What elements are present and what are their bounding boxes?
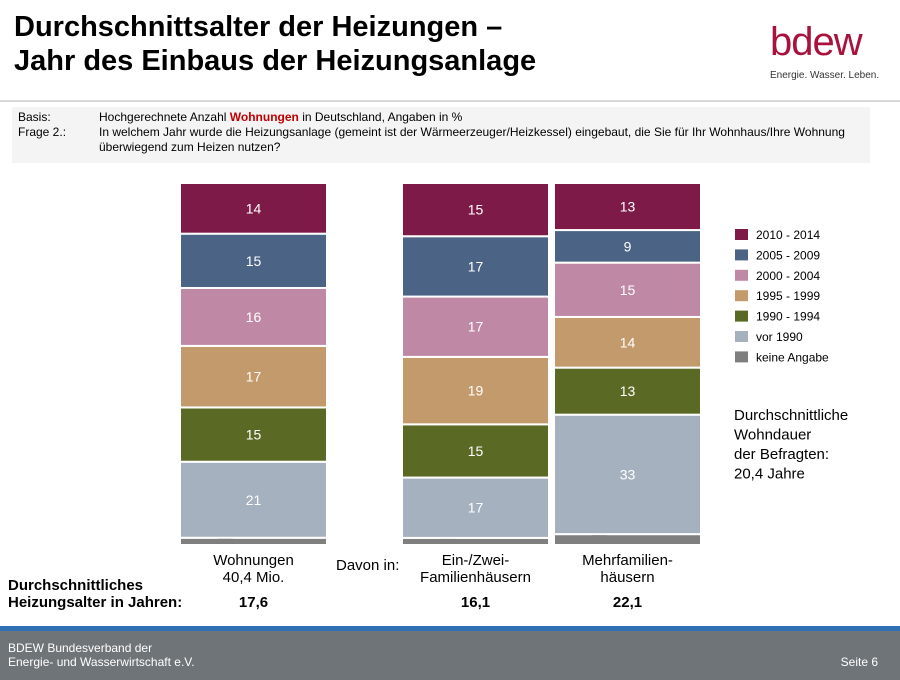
data-label-1995-1999-3: 14 [620,334,636,350]
bar-segment-2010-2014-3 [553,182,702,232]
legend-swatch-2010-2014 [735,229,748,240]
footer-org-line-2: Energie- und Wasserwirtschaft e.V. [8,655,195,669]
wohndauer-note-line-3: der Befragten: [734,446,829,463]
average-age-value-3: 22,1 [613,594,642,611]
category-label-1-line-2: 40,4 Mio. [223,569,285,586]
data-label-2005-2009-2: 17 [468,258,484,274]
category-label-3-line-1: Mehrfamilien- [582,552,673,569]
title-line-1: Durchschnittsalter der Heizungen – [14,11,503,43]
bar-segment-2000-2004-3 [553,261,702,318]
stacked-bar-chart: 22115171615142171519171715333131415913 W… [8,182,848,611]
data-label-2010-2014-3: 13 [620,199,636,215]
data-label-2005-2009-1: 15 [246,253,262,269]
basis-box: Basis: Hochgerechnete Anzahl Wohnungen i… [12,107,870,163]
title-line-2: Jahr des Einbaus der Heizungsanlage [14,45,537,77]
bar-segment-2005-2009-3 [553,229,702,264]
logo-tagline: Energie. Wasser. Leben. [770,70,880,81]
legend-swatch-2000-2004 [735,269,748,281]
page-title: Durchschnittsalter der Heizungen – Jahr … [14,10,714,78]
average-age-value-2: 16,1 [461,594,490,611]
footer-organization: BDEW Bundesverband der Energie- und Wass… [8,641,195,669]
legend-swatch-2005-2009 [735,249,748,261]
bar-segment-2010-2014-2 [401,182,550,238]
data-label-vor-1990-2: 17 [468,500,484,516]
header-divider [0,100,900,102]
average-age-label-line-1: Durchschnittliches [8,577,143,594]
legend-label-keine-angabe: keine Angabe [756,350,829,364]
basis-text: Hochgerechnete Anzahl Wohnungen in Deuts… [99,110,869,125]
bar-segment-2000-2004-1 [179,286,328,347]
data-label-1995-1999-2: 19 [468,383,484,399]
bar-segment-vor-1990-2 [401,476,550,539]
legend-swatch-1990-1994 [735,310,748,322]
data-label-1990-1994-3: 13 [620,383,636,399]
legend-label-1995-1999: 1995 - 1999 [756,289,820,303]
legend-swatch-vor-1990 [735,331,748,342]
data-label-2000-2004-1: 16 [246,309,262,325]
data-label-2000-2004-2: 17 [468,319,484,335]
davon-in-label: Davon in: [336,557,399,574]
bdew-logo: bdew Energie. Wasser. Leben. [760,20,890,85]
legend-swatch-1995-1999 [735,290,748,302]
bar-segment-keine-angabe-2 [401,536,550,547]
data-label-2005-2009-3: 9 [624,238,632,254]
frage-key: Frage 2.: [18,125,67,139]
category-label-2-line-2: Familienhäusern [420,569,531,586]
bar-segment-1990-1994-2 [401,423,550,479]
logo-wordmark: bdew [770,20,863,64]
data-label-2000-2004-3: 15 [620,282,636,298]
legend-label-2000-2004: 2000 - 2004 [756,269,820,283]
legend-label-1990-1994: 1990 - 1994 [756,310,820,324]
wohndauer-note-line-4: 20,4 Jahre [734,466,805,483]
bar-segment-1990-1994-1 [179,406,328,463]
data-label-2010-2014-2: 15 [468,202,484,218]
bar-segment-keine-angabe-3 [553,533,702,547]
basis-text-post: in Deutschland, Angaben in % [298,110,463,124]
footer-accent-line [0,626,900,631]
page-number: Seite 6 [840,655,878,669]
average-age-value-1: 17,6 [239,594,268,611]
bar-segment-2005-2009-1 [179,232,328,289]
frage-text: In welchem Jahr wurde die Heizungsanlage… [99,125,845,154]
data-label-vor-1990-1: 21 [246,492,262,508]
legend-label-vor-1990: vor 1990 [756,330,803,344]
legend-label-2005-2009: 2005 - 2009 [756,248,820,262]
data-label-2010-2014-1: 14 [246,200,262,216]
bar-segment-keine-angabe-1 [179,536,328,547]
bars-group: 22115171615142171519171715333131415913 [179,182,702,547]
data-label-1990-1994-2: 15 [468,443,484,459]
category-label-3-line-2: häusern [600,569,654,586]
basis-highlight: Wohnungen [229,110,299,124]
bar-segment-1995-1999-2 [401,355,550,426]
legend-label-2010-2014: 2010 - 2014 [756,228,820,242]
wohndauer-note-line-2: Wohndauer [734,427,811,444]
wohndauer-note-line-1: Durchschnittliche [734,407,848,424]
footer: BDEW Bundesverband der Energie- und Wass… [0,631,900,680]
basis-text-pre: Hochgerechnete Anzahl [99,110,230,124]
legend-swatch-keine-angabe [735,351,748,363]
data-label-vor-1990-3: 33 [620,466,636,482]
bar-segment-2010-2014-1 [179,182,328,235]
data-label-1995-1999-1: 17 [246,369,262,385]
bar-segment-2005-2009-2 [401,235,550,298]
footer-org-line-1: BDEW Bundesverband der [8,641,153,655]
bar-segment-vor-1990-3 [553,413,702,536]
category-label-1-line-1: Wohnungen [213,552,294,569]
notes-group: Durchschnittliche Wohndauer der Befragten:… [734,407,848,483]
average-age-label-line-2: Heizungsalter in Jahren: [8,594,182,611]
legend: 2010 - 2014 2005 - 2009 2000 - 2004 1995 - … [735,228,829,364]
category-label-2-line-1: Ein-/Zwei- [442,552,510,569]
basis-key: Basis: [18,110,51,124]
data-label-1990-1994-1: 15 [246,427,262,443]
